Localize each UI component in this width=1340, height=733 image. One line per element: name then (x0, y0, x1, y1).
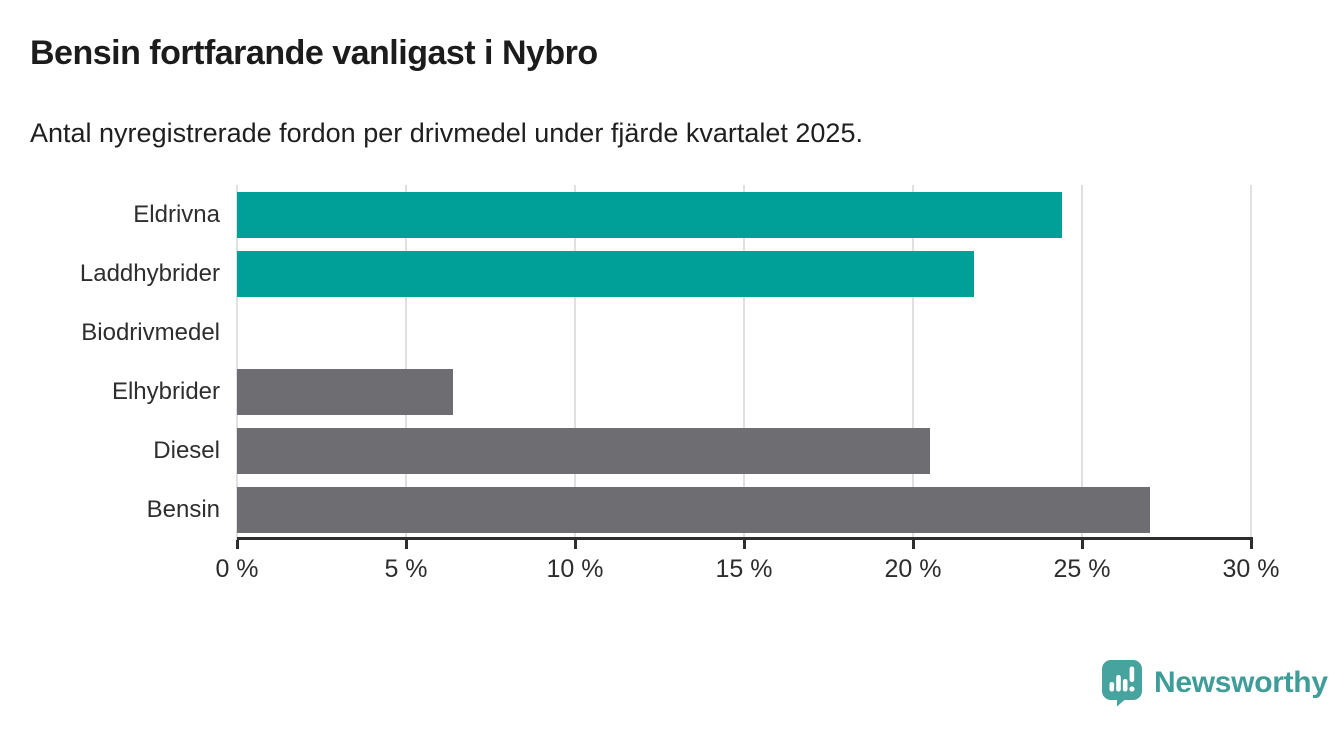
chart-row-laddhybrider: Laddhybrider (80, 244, 1251, 303)
x-tick-mark (742, 540, 746, 549)
gridline (574, 185, 576, 540)
chart-title: Bensin fortfarande vanligast i Nybro (30, 34, 598, 72)
newsworthy-speech-bubble-chart-icon (1102, 660, 1142, 707)
plot-area: Eldrivna Laddhybrider Biodrivmedel Elhybrid… (80, 185, 1279, 583)
x-tick-mark (235, 540, 239, 549)
category-label: Elhybrider (111, 378, 220, 406)
category-label: Diesel (153, 437, 220, 465)
gridline (405, 185, 407, 540)
category-label: Laddhybrider (79, 259, 220, 287)
x-tick-mark (573, 540, 577, 549)
gridline (236, 185, 238, 540)
x-tick-mark (911, 540, 915, 549)
x-tick-label: 15 % (715, 555, 773, 583)
x-tick-label: 10 % (546, 555, 604, 583)
chart-subtitle: Antal nyregistrerade fordon per drivmede… (30, 118, 863, 148)
x-tick-label: 30 % (1222, 555, 1280, 583)
chart-row-diesel: Diesel (153, 422, 1251, 481)
gridline (912, 185, 914, 540)
chart-row-eldrivna: Eldrivna (133, 185, 1251, 244)
bar-diesel (237, 428, 930, 475)
x-tick-label: 5 % (384, 555, 428, 583)
gridline (1081, 185, 1083, 540)
newsworthy-wordmark: Newsworthy (1154, 665, 1328, 699)
category-label: Bensin (146, 496, 220, 524)
newsworthy-logo: Newsworthy (1100, 658, 1328, 707)
bar-elhybrider (237, 369, 454, 416)
x-tick-mark (1249, 540, 1253, 549)
chart-row-bensin: Bensin (147, 481, 1251, 540)
x-tick-label: 25 % (1053, 555, 1111, 583)
category-label: Biodrivmedel (81, 318, 220, 346)
bar-bensin (237, 487, 1150, 534)
x-tick-label: 20 % (884, 555, 942, 583)
x-axis-line (237, 537, 1253, 540)
bar-laddhybrider (237, 250, 974, 297)
x-tick-label: 0 % (215, 555, 259, 583)
gridline (1250, 185, 1252, 540)
gridline (743, 185, 745, 540)
chart-row-elhybrider: Elhybrider (112, 363, 1251, 422)
x-tick-mark (1080, 540, 1084, 549)
x-tick-mark (404, 540, 408, 549)
category-label: Eldrivna (133, 200, 220, 228)
bar-eldrivna (237, 191, 1062, 238)
chart-row-biodrivmedel: Biodrivmedel (81, 303, 1251, 362)
